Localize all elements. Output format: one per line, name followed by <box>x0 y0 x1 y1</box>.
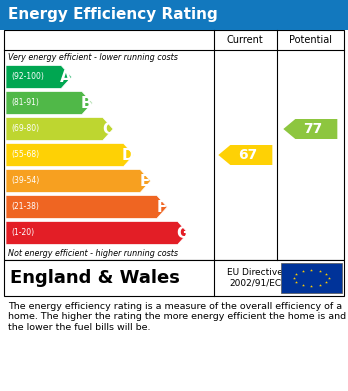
Polygon shape <box>6 143 134 167</box>
Text: (39-54): (39-54) <box>11 176 39 185</box>
Text: England & Wales: England & Wales <box>10 269 180 287</box>
Text: (1-20): (1-20) <box>11 228 34 237</box>
Text: B: B <box>81 95 93 111</box>
Text: E: E <box>140 174 150 188</box>
Text: 77: 77 <box>303 122 322 136</box>
Text: Very energy efficient - lower running costs: Very energy efficient - lower running co… <box>8 52 178 61</box>
Text: Energy Efficiency Rating: Energy Efficiency Rating <box>8 7 218 23</box>
Polygon shape <box>218 145 272 165</box>
Polygon shape <box>6 170 151 192</box>
Text: (69-80): (69-80) <box>11 124 39 133</box>
Bar <box>280 263 342 293</box>
Bar <box>0 0 348 30</box>
Text: G: G <box>176 226 189 240</box>
Text: (55-68): (55-68) <box>11 151 39 160</box>
Text: 67: 67 <box>238 148 257 162</box>
Text: EU Directive
2002/91/EC: EU Directive 2002/91/EC <box>227 268 283 288</box>
Text: D: D <box>122 147 135 163</box>
Text: Potential: Potential <box>289 35 332 45</box>
Text: (81-91): (81-91) <box>11 99 39 108</box>
Text: (21-38): (21-38) <box>11 203 39 212</box>
Bar <box>4 30 344 260</box>
Polygon shape <box>6 118 113 140</box>
Polygon shape <box>6 91 92 115</box>
Text: C: C <box>102 122 113 136</box>
Polygon shape <box>6 221 188 244</box>
Polygon shape <box>283 119 337 139</box>
Text: Current: Current <box>227 35 264 45</box>
Text: Not energy efficient - higher running costs: Not energy efficient - higher running co… <box>8 249 178 258</box>
Text: (92-100): (92-100) <box>11 72 44 81</box>
Text: The energy efficiency rating is a measure of the overall efficiency of a home. T: The energy efficiency rating is a measur… <box>8 302 346 332</box>
Bar <box>4 260 344 296</box>
Text: A: A <box>60 70 72 84</box>
Polygon shape <box>6 66 72 88</box>
Polygon shape <box>6 196 167 219</box>
Text: F: F <box>156 199 167 215</box>
